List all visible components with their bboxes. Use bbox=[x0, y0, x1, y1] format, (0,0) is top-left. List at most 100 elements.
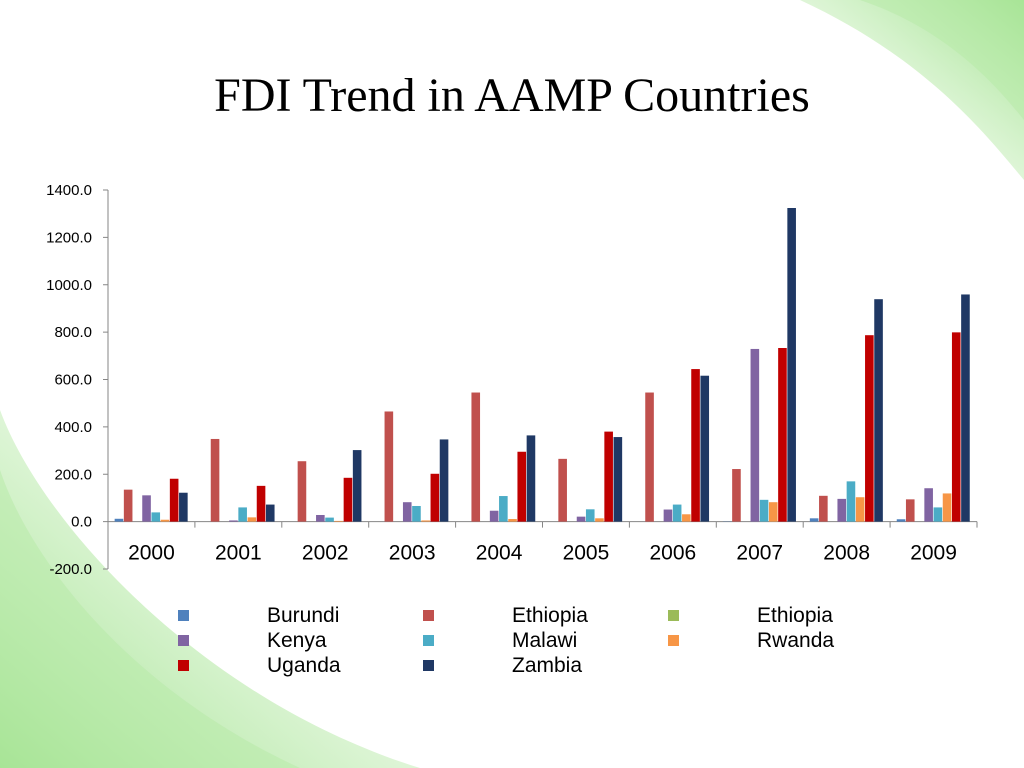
legend-swatch-zambia bbox=[422, 660, 434, 671]
bar-burundi-2000 bbox=[114, 518, 124, 522]
bar-ethiopia-2008 bbox=[819, 495, 828, 522]
legend-label-burundi: Burundi bbox=[267, 604, 340, 627]
bar-malawi-2003 bbox=[412, 505, 421, 522]
green-swoosh-top-right-highlight bbox=[860, 0, 1024, 120]
x-tick-label: 2003 bbox=[389, 542, 436, 565]
bar-ethiopia-2004 bbox=[471, 392, 481, 522]
bar-kenya-2004 bbox=[489, 510, 499, 522]
bar-malawi-2006 bbox=[672, 504, 682, 522]
bar-malawi-2001 bbox=[238, 507, 247, 522]
chart-legend: Burundi Ethiopia Ethiopia Kenya Malawi Rwanda… bbox=[170, 603, 838, 678]
x-tick-label: 2002 bbox=[302, 542, 349, 565]
legend-swatch-kenya bbox=[177, 635, 189, 646]
legend-swatch-rwanda bbox=[667, 635, 679, 646]
y-tick-label: 400.0 bbox=[54, 419, 92, 436]
bar-zambia-2006 bbox=[700, 375, 710, 522]
bar-ethiopia-2001 bbox=[210, 438, 220, 522]
legend-label-ethiopia: Ethiopia bbox=[512, 604, 588, 627]
bar-kenya-2000 bbox=[142, 495, 151, 522]
bar-malawi-2008 bbox=[846, 481, 856, 522]
y-axis: 1400.0 1200.0 1000.0 800.0 600.0 400.0 200.0 0.… bbox=[46, 182, 109, 578]
bar-malawi-2000 bbox=[151, 512, 161, 522]
bar-ethiopia-2009 bbox=[905, 499, 915, 522]
legend-swatch-malawi bbox=[422, 635, 434, 646]
bar-ethiopia-2003 bbox=[384, 411, 394, 522]
bar-rwanda-2005 bbox=[595, 518, 604, 522]
bar-zambia-2004 bbox=[526, 435, 536, 522]
bar-ethiopia-2007 bbox=[732, 469, 741, 522]
bar-rwanda-2007 bbox=[768, 502, 778, 522]
green-swoosh-bottom-left-highlight bbox=[0, 470, 300, 768]
bar-malawi-2009 bbox=[933, 507, 943, 522]
bar-rwanda-2001 bbox=[247, 517, 257, 522]
bar-zambia-2000 bbox=[179, 492, 188, 522]
bar-burundi-2009 bbox=[896, 519, 906, 522]
bar-uganda-2005 bbox=[604, 431, 613, 522]
bar-kenya-2008 bbox=[837, 498, 847, 522]
y-tick-label: 0.0 bbox=[71, 514, 92, 531]
bar-uganda-2008 bbox=[865, 335, 874, 522]
x-tick-label: 2001 bbox=[215, 542, 262, 565]
x-axis: 2000 2001 2002 2003 2004 2005 2006 2007 2008 2009 bbox=[107, 521, 978, 565]
bar-rwanda-2008 bbox=[855, 497, 865, 522]
bar-uganda-2004 bbox=[517, 451, 527, 522]
y-tick-label: 600.0 bbox=[54, 372, 92, 389]
bar-rwanda-2003 bbox=[421, 520, 430, 522]
bar-zambia-2003 bbox=[439, 439, 449, 522]
y-tick-label: 1000.0 bbox=[46, 277, 92, 294]
bar-ethiopia-2006 bbox=[645, 392, 654, 522]
bar-uganda-2001 bbox=[256, 485, 266, 522]
bar-ethiopia-2002 bbox=[297, 461, 307, 522]
bar-ethiopia-2000 bbox=[123, 489, 133, 522]
bar-malawi-2007 bbox=[759, 499, 769, 522]
bar-kenya-2006 bbox=[663, 509, 673, 522]
bar-kenya-2001 bbox=[229, 520, 238, 522]
legend-label-kenya: Kenya bbox=[267, 629, 327, 652]
legend-swatch-burundi bbox=[177, 610, 189, 621]
bar-ethiopia-2005 bbox=[558, 458, 567, 522]
x-tick-label: 2009 bbox=[910, 542, 957, 565]
bar-uganda-2006 bbox=[691, 369, 700, 522]
bar-zambia-2001 bbox=[265, 504, 275, 522]
bar-uganda-2007 bbox=[778, 348, 787, 522]
bar-series-group bbox=[114, 208, 970, 522]
bar-zambia-2005 bbox=[613, 437, 623, 522]
bar-zambia-2009 bbox=[961, 294, 970, 522]
x-tick-label: 2000 bbox=[128, 542, 175, 565]
bar-zambia-2002 bbox=[352, 450, 362, 522]
bar-rwanda-2006 bbox=[682, 514, 691, 522]
y-tick-label: 200.0 bbox=[54, 466, 92, 483]
bar-malawi-2005 bbox=[585, 509, 595, 522]
x-tick-label: 2005 bbox=[563, 542, 610, 565]
bar-uganda-2009 bbox=[951, 332, 961, 522]
slide-title: FDI Trend in AAMP Countries bbox=[214, 69, 810, 122]
bar-rwanda-2009 bbox=[942, 493, 952, 522]
y-tick-label: -200.0 bbox=[49, 561, 92, 578]
bar-kenya-2002 bbox=[316, 514, 325, 522]
bar-rwanda-2000 bbox=[160, 519, 170, 522]
bar-kenya-2005 bbox=[576, 516, 586, 522]
bar-zambia-2008 bbox=[874, 299, 883, 522]
bar-kenya-2009 bbox=[924, 488, 933, 522]
x-tick-label: 2007 bbox=[736, 542, 783, 565]
y-tick-label: 1400.0 bbox=[46, 182, 92, 199]
legend-swatch-ethiopia bbox=[667, 610, 679, 621]
legend-label-malawi: Malawi bbox=[512, 629, 578, 652]
bar-rwanda-2004 bbox=[508, 519, 517, 522]
bar-zambia-2007 bbox=[787, 208, 796, 522]
bar-kenya-2007 bbox=[750, 348, 760, 522]
bar-uganda-2000 bbox=[169, 478, 179, 522]
legend-label-zambia: Zambia bbox=[512, 654, 583, 677]
x-tick-label: 2004 bbox=[476, 542, 523, 565]
x-tick-label: 2006 bbox=[649, 542, 696, 565]
legend-label-ethiopia: Ethiopia bbox=[757, 604, 833, 627]
legend-label-rwanda: Rwanda bbox=[757, 629, 835, 652]
x-tick-label: 2008 bbox=[823, 542, 870, 565]
y-tick-label: 1200.0 bbox=[46, 229, 92, 246]
bar-uganda-2002 bbox=[343, 477, 353, 522]
bar-burundi-2008 bbox=[809, 518, 819, 522]
bar-kenya-2003 bbox=[402, 502, 412, 522]
legend-label-uganda: Uganda bbox=[267, 654, 341, 677]
